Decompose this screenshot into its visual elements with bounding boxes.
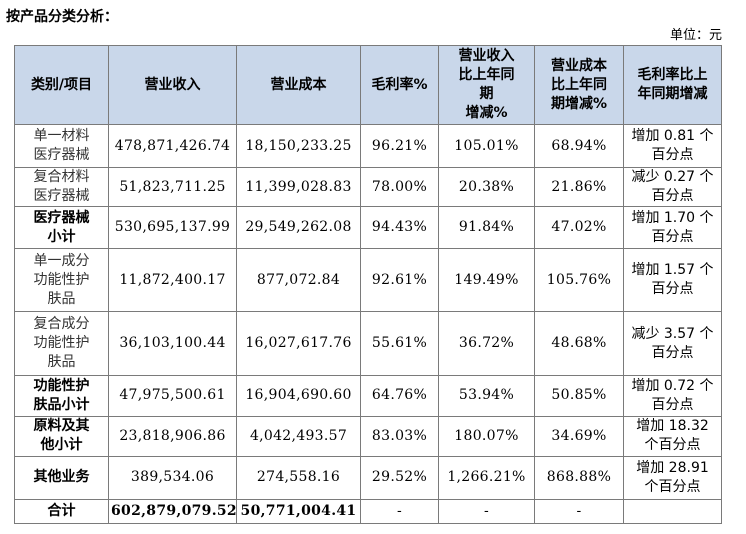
row-revenue: 51,823,711.25: [108, 167, 237, 208]
row-cost-change: 48.68%: [534, 311, 624, 376]
row-margin-change: 增加 1.57 个 百分点: [623, 248, 722, 313]
table-row-total: 合计 602,879,079.52 50,771,004.41 - - -: [14, 498, 722, 525]
section-title: 按产品分类分析：: [6, 9, 118, 25]
row-margin-change: 减少 3.57 个 百分点: [623, 311, 722, 376]
header-margin: 毛利率%: [360, 45, 439, 125]
row-margin: 94.43%: [360, 206, 439, 250]
row-category: 复合材料 医疗器械: [14, 167, 109, 208]
row-revenue: 602,879,079.52: [108, 498, 237, 525]
row-revenue: 530,695,137.99: [108, 206, 237, 250]
row-cost-change: 47.02%: [534, 206, 624, 250]
row-category: 复合成分 功能性护 肤品: [14, 311, 109, 376]
row-cost: 877,072.84: [236, 248, 361, 313]
table-row: 单一材料 医疗器械 478,871,426.74 18,150,233.25 9…: [14, 123, 722, 169]
table-row: 复合材料 医疗器械 51,823,711.25 11,399,028.83 78…: [14, 167, 722, 208]
row-revenue-change: 149.49%: [438, 248, 535, 313]
row-revenue: 11,872,400.17: [108, 248, 237, 313]
row-margin-change: 增加 0.72 个 百分点: [623, 374, 722, 417]
row-revenue-change: 53.94%: [438, 374, 535, 417]
row-revenue: 389,534.06: [108, 455, 237, 500]
row-revenue: 478,871,426.74: [108, 123, 237, 169]
row-category: 单一材料 医疗器械: [14, 123, 109, 169]
table-row: 医疗器械 小计 530,695,137.99 29,549,262.08 94.…: [14, 206, 722, 250]
row-revenue: 47,975,500.61: [108, 374, 237, 417]
row-margin: 55.61%: [360, 311, 439, 376]
table-row: 复合成分 功能性护 肤品 36,103,100.44 16,027,617.76…: [14, 311, 722, 376]
row-margin-change: 增加 1.70 个 百分点: [623, 206, 722, 250]
row-revenue: 23,818,906.86: [108, 415, 237, 457]
row-margin: 78.00%: [360, 167, 439, 208]
row-cost: 29,549,262.08: [236, 206, 361, 250]
row-cost-change: 105.76%: [534, 248, 624, 313]
row-cost-change: 21.86%: [534, 167, 624, 208]
row-revenue: 36,103,100.44: [108, 311, 237, 376]
row-cost: 18,150,233.25: [236, 123, 361, 169]
header-category: 类别/项目: [14, 45, 109, 125]
unit-label: 单位：元: [669, 28, 722, 43]
row-cost-change: 50.85%: [534, 374, 624, 417]
header-margin-change: 毛利率比上 年同期增减: [623, 45, 722, 125]
row-margin-change: 增加 18.32 个百分点: [623, 415, 722, 457]
row-margin: -: [360, 498, 439, 525]
header-cost: 营业成本: [236, 45, 361, 125]
header-revenue-change: 营业收入 比上年同 期 增减%: [438, 45, 535, 125]
row-category: 功能性护 肤品小计: [14, 374, 109, 417]
row-margin-change: 增加 0.81 个 百分点: [623, 123, 722, 169]
row-cost: 274,558.16: [236, 455, 361, 500]
row-margin-change: 减少 0.27 个 百分点: [623, 167, 722, 208]
row-category: 其他业务: [14, 455, 109, 500]
row-revenue-change: 36.72%: [438, 311, 535, 376]
row-margin: 96.21%: [360, 123, 439, 169]
header-cost-change: 营业成本 比上年同 期增减%: [534, 45, 624, 125]
row-revenue-change: 20.38%: [438, 167, 535, 208]
row-category: 医疗器械 小计: [14, 206, 109, 250]
product-category-table: 类别/项目 营业收入 营业成本 毛利率% 营业收入 比上年同 期 增减% 营业成…: [14, 45, 722, 525]
row-revenue-change: 105.01%: [438, 123, 535, 169]
row-cost-change: 868.88%: [534, 455, 624, 500]
row-margin: 64.76%: [360, 374, 439, 417]
row-margin: 83.03%: [360, 415, 439, 457]
table-row: 其他业务 389,534.06 274,558.16 29.52% 1,266.…: [14, 455, 722, 500]
row-category: 原料及其 他小计: [14, 415, 109, 457]
row-category: 单一成分 功能性护 肤品: [14, 248, 109, 313]
row-cost: 16,027,617.76: [236, 311, 361, 376]
row-margin-change: 增加 28.91 个百分点: [623, 455, 722, 500]
row-revenue-change: 1,266.21%: [438, 455, 535, 500]
row-cost-change: -: [534, 498, 624, 525]
row-cost: 11,399,028.83: [236, 167, 361, 208]
row-cost-change: 34.69%: [534, 415, 624, 457]
header-revenue: 营业收入: [108, 45, 237, 125]
row-cost: 16,904,690.60: [236, 374, 361, 417]
row-category: 合计: [14, 498, 109, 525]
table-row: 功能性护 肤品小计 47,975,500.61 16,904,690.60 64…: [14, 374, 722, 417]
row-cost: 50,771,004.41: [236, 498, 361, 525]
table-row: 原料及其 他小计 23,818,906.86 4,042,493.57 83.0…: [14, 415, 722, 457]
table-row: 单一成分 功能性护 肤品 11,872,400.17 877,072.84 92…: [14, 248, 722, 313]
header-row: 类别/项目 营业收入 营业成本 毛利率% 营业收入 比上年同 期 增减% 营业成…: [14, 45, 722, 125]
row-margin-change: [623, 498, 722, 525]
row-margin: 92.61%: [360, 248, 439, 313]
row-revenue-change: 91.84%: [438, 206, 535, 250]
row-cost: 4,042,493.57: [236, 415, 361, 457]
row-revenue-change: -: [438, 498, 535, 525]
row-cost-change: 68.94%: [534, 123, 624, 169]
row-margin: 29.52%: [360, 455, 439, 500]
row-revenue-change: 180.07%: [438, 415, 535, 457]
